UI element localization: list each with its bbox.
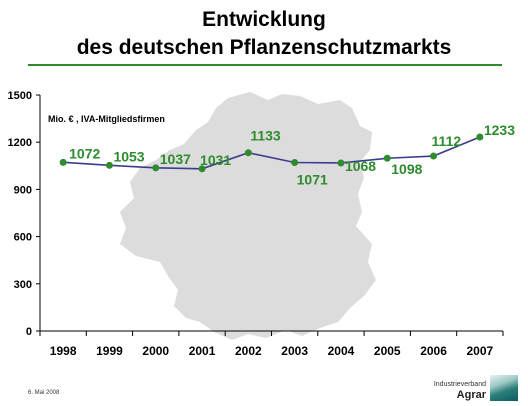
y-tick-label: 1200 [8,137,32,149]
title-line-1: Entwicklung [202,8,326,31]
data-label: 1112 [432,133,462,149]
data-point [291,158,299,166]
x-tick-label: 2007 [466,344,493,358]
data-label: 1071 [297,171,328,187]
x-tick-label: 2001 [189,344,216,358]
y-tick-label: 300 [14,279,32,291]
x-tick-label: 1998 [50,344,77,358]
x-tick-label: 2003 [281,344,308,358]
data-label: 1233 [484,122,515,138]
data-point [476,133,484,141]
data-point [59,158,67,166]
y-tick-label: 1500 [8,90,32,102]
data-point [198,165,206,173]
data-point [105,161,113,169]
x-tick-label: 2005 [374,344,401,358]
data-label: 1037 [160,151,191,167]
y-tick-label: 0 [26,326,32,338]
data-point [244,149,252,157]
unit-annotation: Mio. € , IVA-Mitgliedsfirmen [48,114,165,124]
data-label: 1098 [391,161,422,177]
title-underline [28,64,502,66]
title-line-2: des deutschen Pflanzenschutzmarkts [76,36,452,59]
data-labels: 1072 1053 1037 1031 1133 1071 1068 1098 1112 1233 [69,122,515,187]
x-tick-labels: 1998 1999 2000 2001 2002 2003 2004 2005 2006 2007 [39,331,504,358]
x-tick-label: 1999 [96,344,123,358]
y-tick-label: 600 [14,232,32,244]
data-point [337,159,345,167]
x-tick-label: 2004 [328,344,355,358]
data-point [383,154,391,162]
data-series [59,133,484,173]
iva-logo: Industrieverband Agrar [418,372,522,402]
x-tick-label: 2002 [235,344,262,358]
data-label: 1031 [200,152,231,168]
chart-title: Entwicklung des deutschen Pflanzenschutz… [0,6,528,62]
data-label: 1068 [345,158,376,174]
y-tick-label: 900 [14,184,32,196]
footer-date: 6. Mai 2008 [28,390,60,396]
germany-map-background [120,92,376,340]
series-line [63,136,481,170]
y-tick-labels: 0 300 600 900 1200 1500 [8,90,40,338]
data-label: 1072 [69,145,100,161]
x-tick-label: 2006 [420,344,447,358]
data-label: 1053 [113,148,144,164]
logo-main-text: Agrar [456,389,486,401]
data-label: 1133 [250,128,281,144]
x-tick-label: 2000 [142,344,169,358]
logo-mark [490,375,518,401]
data-point [430,152,438,160]
logo-top-text: Industrieverband [433,381,486,388]
data-point [152,164,160,172]
